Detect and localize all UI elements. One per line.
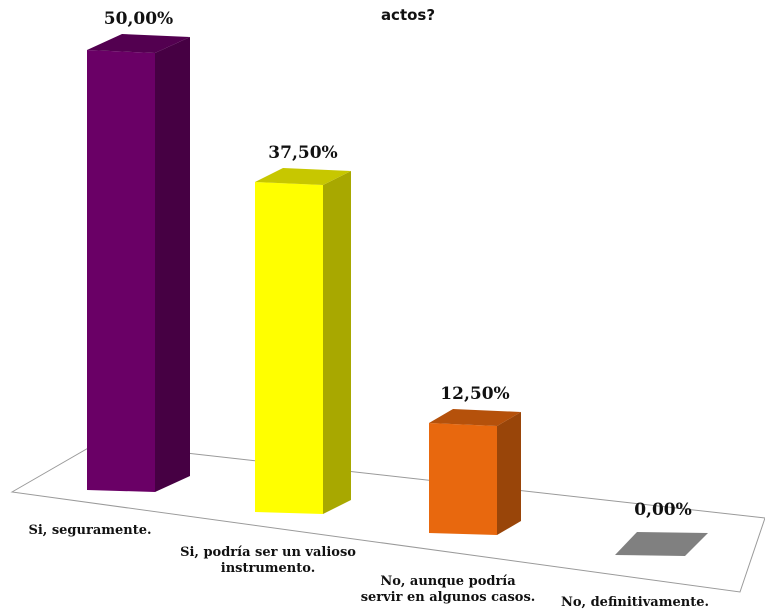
bar-flat-face	[615, 532, 708, 556]
bar-side-face	[497, 412, 521, 535]
bar-2	[255, 168, 351, 514]
labels-layer: 50,00% Si, seguramente. 37,50% Si, podría s…	[28, 9, 709, 610]
category-label-line: Si, seguramente.	[28, 523, 151, 538]
bar-front-face	[429, 423, 497, 535]
bar-4	[615, 532, 708, 556]
value-label: 0,00%	[634, 500, 692, 520]
bar-top-face	[255, 168, 351, 185]
bar-side-face	[323, 171, 351, 514]
bar-1	[87, 34, 190, 492]
category-label: Si, podría ser un valioso instrumento.	[180, 545, 356, 576]
category-label-line: No, definitivamente.	[561, 595, 709, 610]
bar-side-face	[155, 37, 190, 492]
value-label: 37,50%	[268, 143, 337, 163]
bars-layer	[87, 34, 708, 556]
value-label: 12,50%	[440, 384, 509, 404]
bar-top-face	[87, 34, 190, 53]
bar-front-face	[255, 182, 323, 514]
category-label-line: instrumento.	[221, 561, 315, 576]
category-label-line: servir en algunos casos.	[361, 590, 536, 605]
bar-3	[429, 409, 521, 535]
category-label: No, aunque podría servir en algunos casos…	[361, 574, 536, 605]
category-label: Si, seguramente.	[28, 523, 151, 538]
chart-floor	[10, 442, 765, 593]
value-label: 50,00%	[104, 9, 173, 29]
bar-front-face	[87, 50, 155, 492]
bar-top-face	[429, 409, 521, 426]
chart-title: actos?	[381, 6, 435, 24]
category-label-line: No, aunque podría	[380, 574, 516, 589]
category-label: No, definitivamente.	[561, 595, 709, 610]
category-label-line: Si, podría ser un valioso	[180, 545, 356, 560]
